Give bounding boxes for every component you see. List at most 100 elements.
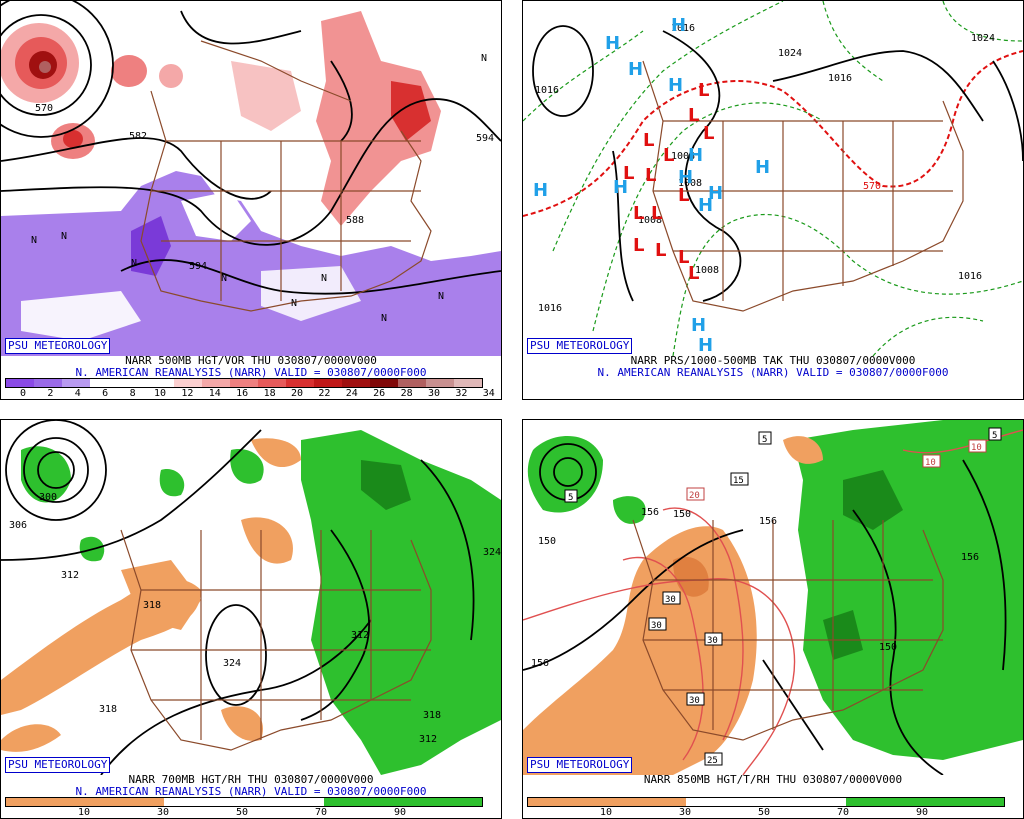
high-marker: H: [613, 177, 628, 198]
svg-text:10: 10: [971, 443, 982, 453]
scale-label: 90: [393, 807, 407, 818]
svg-text:30: 30: [689, 696, 700, 706]
thickness-label: 570: [863, 181, 881, 192]
isobar-label: 1008: [671, 151, 695, 162]
scale-label: 26: [373, 388, 386, 399]
panel-700mb-rh: 300 306 312 318 324 312 318 318 324 312 …: [0, 419, 502, 819]
scale-label: 70: [836, 807, 850, 818]
min-marker: N: [31, 235, 37, 246]
scale-label: 10: [599, 807, 613, 818]
svg-text:5: 5: [992, 431, 997, 441]
contour-label: 318: [143, 600, 161, 611]
vorticity-map: 570 582 594 588 594 N N N N N N N N N: [1, 1, 501, 356]
min-marker: N: [481, 53, 487, 64]
scale-segment: [230, 379, 258, 387]
high-marker: H: [698, 335, 713, 356]
contour-label: 318: [99, 704, 117, 715]
high-marker: H: [605, 33, 620, 54]
contour-label: 156: [641, 507, 659, 518]
brand-label: PSU METEOROLOGY: [527, 757, 633, 773]
high-marker: H: [678, 167, 693, 188]
low-marker: L: [678, 185, 689, 206]
high-marker: H: [698, 195, 713, 216]
low-pressure-markers: L L L L L L L L L L L L L L: [623, 80, 714, 284]
contour-label: 594: [476, 133, 494, 144]
panel-subtitle: N. AMERICAN REANALYSIS (NARR) VALID = 03…: [75, 785, 427, 798]
svg-text:30: 30: [665, 595, 676, 605]
isobar-label: 1008: [638, 215, 662, 226]
scale-label: 32: [455, 388, 468, 399]
low-marker: L: [643, 130, 654, 151]
svg-text:10: 10: [925, 458, 936, 468]
scale-segment: [686, 798, 846, 806]
low-marker: L: [703, 123, 714, 144]
scale-label: 24: [345, 388, 358, 399]
pressure-map: 1016 1016 1024 1016 1024 1016 1016 1008 …: [523, 1, 1023, 356]
isobar-label: 1016: [671, 23, 695, 34]
scale-label: 90: [915, 807, 929, 818]
rh-700mb-map: 300 306 312 318 324 312 318 318 324 312: [1, 420, 501, 775]
min-marker: N: [321, 273, 327, 284]
high-marker: H: [668, 75, 683, 96]
boxed-label: 30: [686, 692, 705, 706]
svg-text:30: 30: [651, 621, 662, 631]
scale-segment: [314, 379, 342, 387]
panel-title: NARR 700MB HGT/RH THU 030807/0000V000: [128, 773, 374, 786]
min-marker: N: [381, 313, 387, 324]
high-marker: H: [671, 15, 686, 36]
boxed-label: 5: [758, 431, 772, 445]
svg-text:15: 15: [733, 476, 744, 486]
isobar-label: 1016: [535, 85, 559, 96]
isobar-label: 1024: [778, 48, 802, 59]
scale-label: 50: [757, 807, 771, 818]
scale-segment: [258, 379, 286, 387]
high-marker: H: [628, 59, 643, 80]
brand-label: PSU METEOROLOGY: [5, 757, 111, 773]
brand-label: PSU METEOROLOGY: [527, 338, 633, 354]
min-marker: N: [291, 298, 297, 309]
scale-segment: [398, 379, 426, 387]
isobar-label: 1016: [538, 303, 562, 314]
scale-segment: [528, 798, 686, 806]
contour-label: 312: [351, 630, 369, 641]
low-marker: L: [651, 203, 662, 224]
scale-label: 22: [318, 388, 331, 399]
scale-segment: [426, 379, 454, 387]
boxed-label: 10: [922, 454, 941, 468]
scale-segment: [324, 798, 482, 806]
svg-text:30: 30: [707, 636, 718, 646]
panel-500mb-vorticity: 570 582 594 588 594 N N N N N N N N N PS…: [0, 0, 502, 400]
scale-segment: [146, 379, 174, 387]
low-marker: L: [678, 247, 689, 268]
low-marker: L: [688, 105, 699, 126]
vorticity-color-scale: [5, 378, 483, 388]
scale-label: 0: [19, 388, 27, 399]
scale-segment: [846, 798, 1004, 806]
scale-label: 34: [482, 388, 495, 399]
boxed-label: 5: [564, 489, 578, 503]
scale-label: 4: [74, 388, 81, 399]
contour-label: 588: [346, 215, 364, 226]
isobar-label: 1016: [828, 73, 852, 84]
scale-segment: [118, 379, 146, 387]
boxed-label: 30: [704, 632, 723, 646]
contour-label: 318: [423, 710, 441, 721]
high-marker: H: [755, 157, 770, 178]
contour-label: 156: [531, 658, 549, 669]
rh-color-scale: [527, 797, 1005, 807]
scale-segment: [34, 379, 62, 387]
scale-label: 2: [47, 388, 54, 399]
scale-label: 16: [236, 388, 249, 399]
contour-label: 312: [61, 570, 79, 581]
scale-segment: [370, 379, 398, 387]
low-marker: L: [623, 163, 634, 184]
high-marker: H: [691, 315, 706, 336]
boxed-label: 25: [704, 752, 723, 766]
low-marker: L: [698, 80, 709, 101]
boxed-label: 10: [968, 439, 987, 453]
panel-subtitle: N. AMERICAN REANALYSIS (NARR) VALID = 03…: [75, 366, 427, 379]
contour-label: 570: [35, 103, 53, 114]
svg-text:25: 25: [707, 756, 718, 766]
isobar-label: 1008: [678, 178, 702, 189]
low-marker: L: [688, 263, 699, 284]
